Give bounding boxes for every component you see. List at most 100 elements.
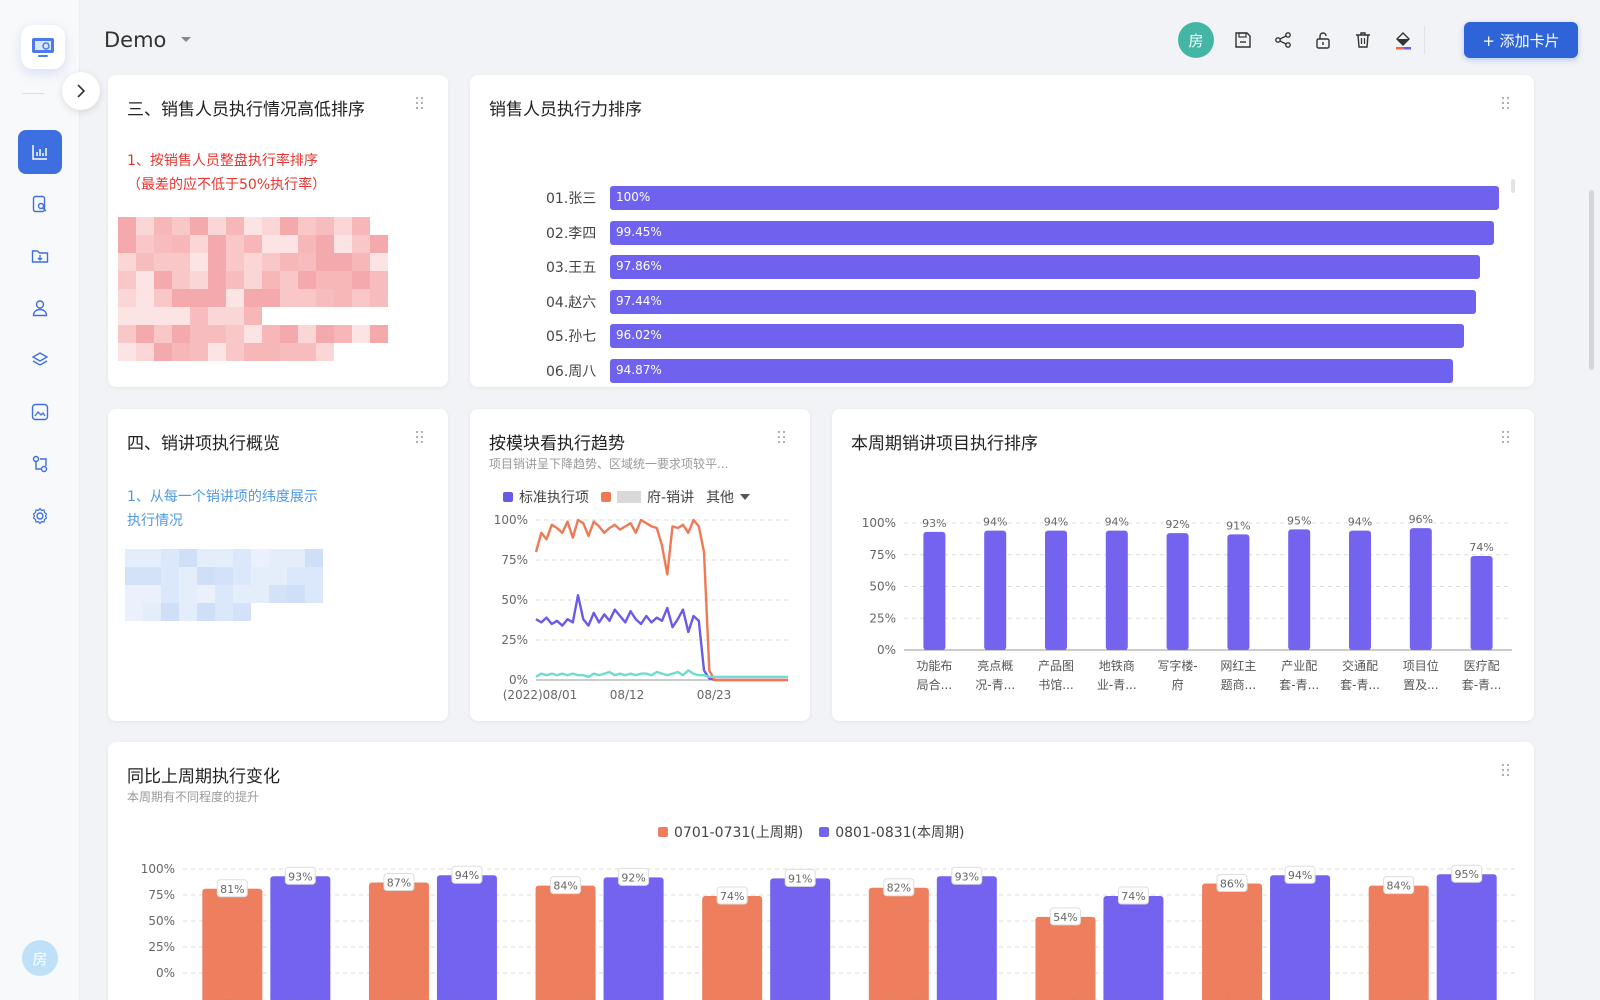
bar[interactable] <box>1288 529 1311 650</box>
legend-swatch <box>819 827 830 837</box>
sidebar-expand-button[interactable] <box>62 72 100 110</box>
drag-handle-icon[interactable] <box>1502 764 1510 778</box>
nav-item-layers[interactable] <box>18 338 62 382</box>
nav-item-settings[interactable] <box>18 494 62 538</box>
x-category-label: 商务办公-青阜府 <box>889 998 977 1000</box>
bar-value-label: 74% <box>1469 541 1493 554</box>
unlock-button[interactable] <box>1312 29 1334 51</box>
hbar-bar[interactable]: 99.45% <box>610 220 1495 245</box>
mosaic-cell <box>215 567 233 585</box>
drag-handle-icon[interactable] <box>416 97 424 111</box>
note-line: （最差的应不低于50%执行率） <box>127 177 327 193</box>
add-card-button[interactable]: + 添加卡片 <box>1464 22 1578 58</box>
theme-button[interactable] <box>1392 29 1414 51</box>
mosaic-cell <box>136 235 154 253</box>
bar[interactable] <box>535 885 596 1000</box>
bar[interactable] <box>1227 534 1250 650</box>
hbar-bar[interactable]: 100% <box>610 186 1499 210</box>
bar[interactable] <box>1270 875 1331 1000</box>
bar[interactable] <box>770 878 831 1000</box>
drag-handle-icon[interactable] <box>778 431 786 445</box>
y-tick-label: 25% <box>501 633 528 647</box>
bar-value-badge <box>1383 876 1415 895</box>
nav-item-dashboard[interactable] <box>18 130 62 174</box>
save-icon <box>1235 32 1251 48</box>
mosaic-cell <box>161 585 179 603</box>
bar[interactable] <box>202 888 263 1000</box>
mosaic-cell <box>161 549 179 567</box>
bar[interactable] <box>1436 874 1497 1000</box>
mosaic-cell <box>334 217 352 235</box>
caret-down-icon[interactable] <box>740 494 751 500</box>
bar[interactable] <box>1349 530 1371 650</box>
hbar-bar[interactable]: 94.87% <box>610 358 1454 383</box>
series-line[interactable] <box>535 593 788 682</box>
dashboard-title-dropdown[interactable]: Demo <box>104 28 192 52</box>
x-category-label: 交通配 <box>1342 658 1378 673</box>
bar-value-label: 86% <box>1220 878 1244 891</box>
bar[interactable] <box>603 877 664 1000</box>
save-button[interactable] <box>1232 29 1254 51</box>
y-tick-label: 75% <box>869 548 896 562</box>
bar[interactable] <box>368 882 429 1000</box>
y-tick-label: 100% <box>494 513 528 527</box>
hbar-bar[interactable]: 96.02% <box>610 324 1464 348</box>
mosaic-cell <box>334 271 352 289</box>
bar[interactable] <box>1202 883 1263 1000</box>
bar[interactable] <box>1166 533 1189 650</box>
bar-value-label: 74% <box>720 890 744 903</box>
bar[interactable] <box>1470 556 1493 650</box>
mosaic-cell <box>244 325 262 343</box>
app-logo[interactable] <box>21 25 65 69</box>
bar[interactable] <box>1409 528 1432 650</box>
legend-item[interactable]: 0801-0831(本周期) <box>835 825 965 841</box>
hbar-bar[interactable]: 97.44% <box>610 289 1477 314</box>
bar-value-label: 94% <box>983 516 1007 529</box>
delete-button[interactable] <box>1352 29 1374 51</box>
nav-item-user[interactable] <box>18 286 62 330</box>
nav-item-folder[interactable] <box>18 234 62 278</box>
bar[interactable] <box>1368 885 1429 1000</box>
mosaic-cell <box>298 289 316 307</box>
drag-handle-icon[interactable] <box>416 431 424 445</box>
bar[interactable] <box>1105 530 1128 650</box>
mosaic-cell <box>287 549 305 567</box>
mosaic-cell <box>244 217 262 235</box>
legend-item[interactable]: 标准执行项 <box>519 490 589 506</box>
mosaic-cell <box>280 235 298 253</box>
nav-item-flow[interactable] <box>18 442 62 486</box>
bar[interactable] <box>936 876 997 1000</box>
hbar-bar[interactable]: 97.86% <box>610 255 1480 279</box>
bar[interactable] <box>1045 530 1067 650</box>
bar[interactable] <box>1103 896 1164 1000</box>
bar[interactable] <box>270 876 331 1000</box>
mosaic-cell <box>215 585 233 603</box>
x-tick-label: 08/23 <box>697 688 732 702</box>
series-line[interactable] <box>535 669 788 679</box>
bar[interactable] <box>702 896 763 1000</box>
legend-item[interactable]: 府-销讲 <box>647 490 695 506</box>
bar[interactable] <box>868 887 929 1000</box>
mosaic-cell <box>208 217 226 235</box>
drag-handle-icon[interactable] <box>1502 431 1510 445</box>
series-line[interactable] <box>534 518 788 682</box>
chart-scrollbar[interactable] <box>1511 179 1515 193</box>
mosaic-cell <box>172 235 190 253</box>
mosaic-cell <box>143 585 161 603</box>
nav-item-report-search[interactable] <box>18 182 62 226</box>
page-scrollbar[interactable] <box>1589 190 1594 370</box>
mosaic-cell <box>172 325 190 343</box>
bar[interactable] <box>1035 916 1096 1000</box>
share-button[interactable] <box>1272 29 1294 51</box>
legend-more[interactable]: 其他 <box>706 490 735 506</box>
user-avatar[interactable]: 房 <box>1178 22 1214 58</box>
bar[interactable] <box>436 875 497 1000</box>
mosaic-cell <box>305 603 323 621</box>
rail-user-avatar[interactable]: 房 <box>22 940 58 976</box>
bar[interactable] <box>984 530 1007 650</box>
legend-item[interactable]: 0701-0731(上周期) <box>674 825 804 841</box>
drag-handle-icon[interactable] <box>1502 97 1510 111</box>
nav-item-image[interactable] <box>18 390 62 434</box>
bar[interactable] <box>923 531 946 650</box>
